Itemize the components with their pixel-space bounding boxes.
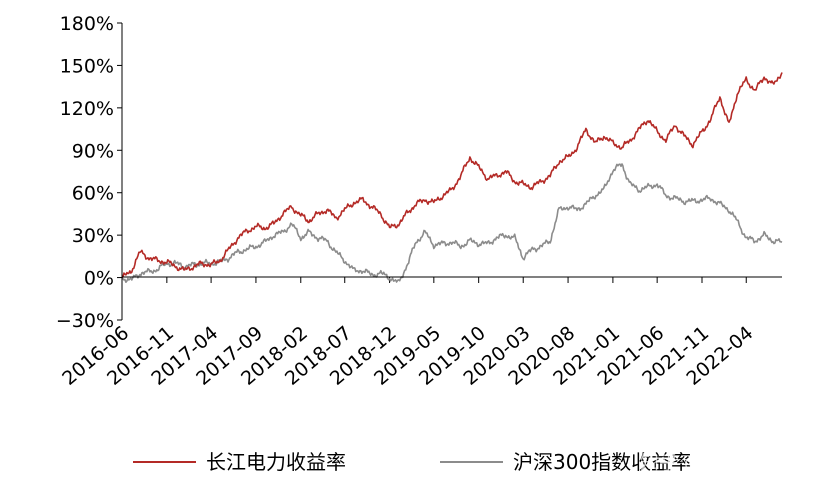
y-tick-label: 60% xyxy=(72,183,114,205)
y-tick-label: 150% xyxy=(60,55,114,77)
y-axis: −30% 0% 30% 60% 90% 120% 150% 180% xyxy=(56,13,122,332)
y-tick-label: 180% xyxy=(60,13,114,35)
series-line-changjiang xyxy=(121,72,783,279)
legend-label-changjiang: 长江电力收益率 xyxy=(206,450,346,474)
y-tick-label: 90% xyxy=(72,140,114,162)
series-line-hs300 xyxy=(121,163,783,283)
legend: 长江电力收益率 沪深300指数收益率 xyxy=(133,450,691,474)
legend-label-hs300: 沪深300指数收益率 xyxy=(513,450,691,474)
y-tick-label: 120% xyxy=(60,98,114,120)
plot-area xyxy=(121,72,783,283)
x-axis: 2016-062016-112017-042017-092018-022018-… xyxy=(58,277,757,390)
watermark: 知乎 @木禾投研 xyxy=(640,452,779,474)
y-tick-label: 0% xyxy=(84,268,114,290)
y-tick-label: 30% xyxy=(72,225,114,247)
y-tick-label: −30% xyxy=(56,310,114,332)
